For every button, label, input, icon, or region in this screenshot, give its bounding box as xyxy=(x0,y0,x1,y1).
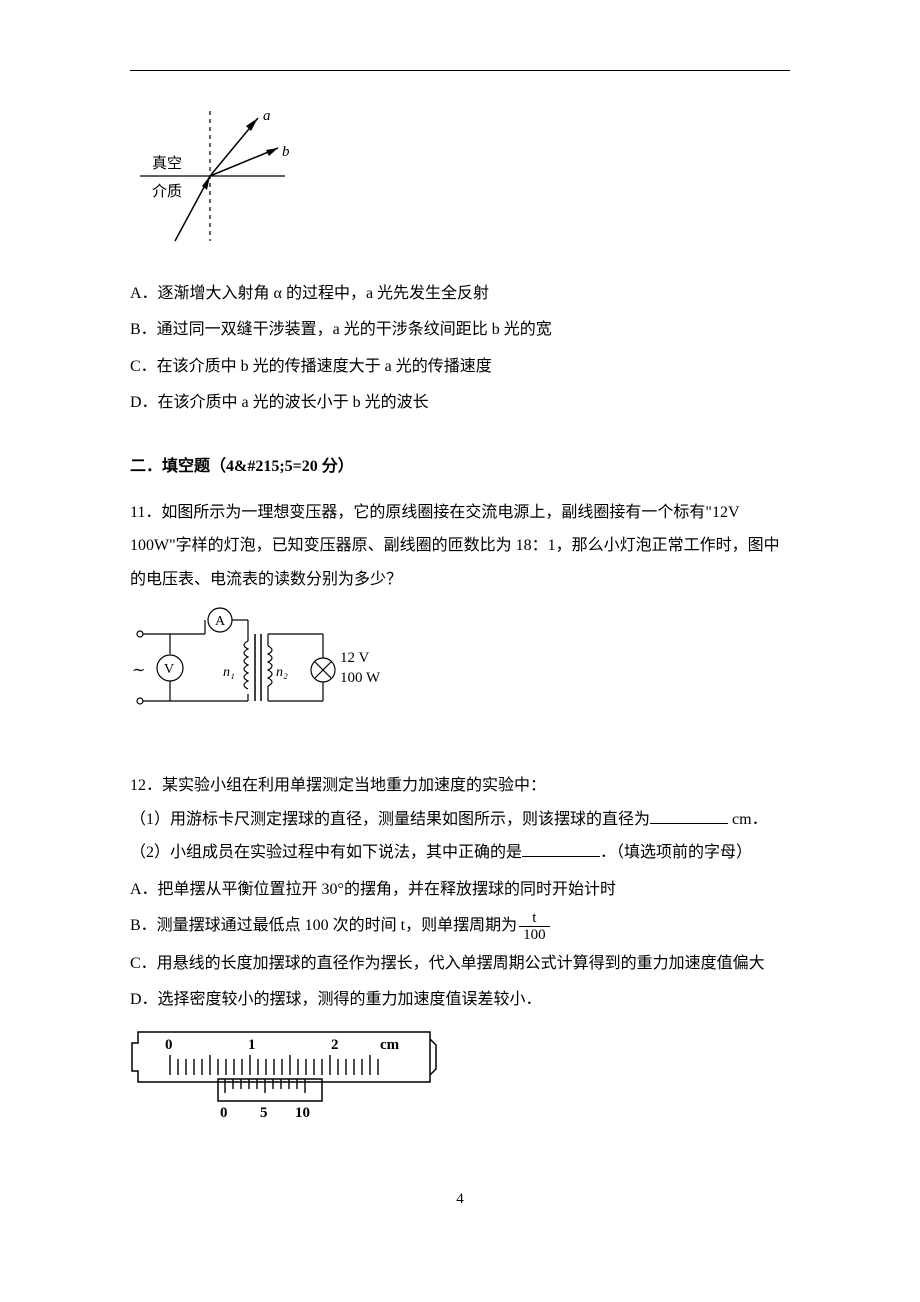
q12-part2-post: ．（填选项前的字母） xyxy=(600,844,752,861)
svg-text:n₂: n₂ xyxy=(276,665,288,680)
svg-text:∼: ∼ xyxy=(132,662,145,679)
svg-text:100 W: 100 W xyxy=(340,670,381,686)
section2-heading: 二．填空题（4&#215;5=20 分） xyxy=(130,450,790,484)
refraction-figure: a b 真空 介质 xyxy=(130,106,790,259)
page-number: 4 xyxy=(130,1184,790,1216)
q10-options: A．逐渐增大入射角 α 的过程中，a 光先发生全反射 B．通过同一双缝干涉装置，… xyxy=(130,277,790,420)
q11: 11．如图所示为一理想变压器，它的原线圈接在交流电源上，副线圈接有一个标有"12… xyxy=(130,496,790,739)
q12-blank1 xyxy=(650,806,728,824)
q12-option-a: A．把单摆从平衡位置拉开 30°的摆角，并在释放摆球的同时开始计时 xyxy=(130,873,790,907)
caliper-figure: 0 1 2 cm xyxy=(130,1027,790,1135)
svg-text:a: a xyxy=(263,108,271,124)
q12-part2-pre: （2）小组成员在实验过程中有如下说法，其中正确的是 xyxy=(130,844,522,861)
svg-text:5: 5 xyxy=(260,1105,268,1121)
q12-fraction: t100 xyxy=(519,910,550,944)
svg-text:介质: 介质 xyxy=(152,183,182,200)
svg-text:b: b xyxy=(282,144,290,160)
svg-text:cm: cm xyxy=(380,1037,400,1053)
q12-part1-pre: （1）用游标卡尺测定摆球的直径，测量结果如图所示，则该摆球的直径为 xyxy=(130,811,650,828)
q10-option-b: B．通过同一双缝干涉装置，a 光的干涉条纹间距比 b 光的宽 xyxy=(130,313,790,347)
q12-part1: （1）用游标卡尺测定摆球的直径，测量结果如图所示，则该摆球的直径为 cm． xyxy=(130,803,790,837)
svg-text:0: 0 xyxy=(165,1037,173,1053)
q12-part2: （2）小组成员在实验过程中有如下说法，其中正确的是 ．（填选项前的字母） xyxy=(130,836,790,870)
frac-den: 100 xyxy=(519,927,550,944)
q12-intro: 12．某实验小组在利用单摆测定当地重力加速度的实验中： xyxy=(130,769,790,803)
transformer-figure: ∼ A V n₁ n₂ xyxy=(130,606,790,739)
q10-option-d: D．在该介质中 a 光的波长小于 b 光的波长 xyxy=(130,386,790,420)
svg-text:10: 10 xyxy=(295,1105,310,1121)
svg-text:0: 0 xyxy=(220,1105,228,1121)
svg-text:2: 2 xyxy=(331,1037,339,1053)
q12-blank2 xyxy=(522,840,600,858)
q11-text: 11．如图所示为一理想变压器，它的原线圈接在交流电源上，副线圈接有一个标有"12… xyxy=(130,496,790,597)
svg-text:V: V xyxy=(164,662,174,677)
q12-option-b: B．测量摆球通过最低点 100 次的时间 t，则单摆周期为t100 xyxy=(130,909,790,943)
q10-option-c: C．在该介质中 b 光的传播速度大于 a 光的传播速度 xyxy=(130,350,790,384)
q10-option-a: A．逐渐增大入射角 α 的过程中，a 光先发生全反射 xyxy=(130,277,790,311)
svg-text:n₁: n₁ xyxy=(223,665,235,680)
page-separator xyxy=(130,70,790,71)
svg-text:1: 1 xyxy=(248,1037,256,1053)
q12-option-d: D．选择密度较小的摆球，测得的重力加速度值误差较小． xyxy=(130,983,790,1017)
q12-optB-pre: B．测量摆球通过最低点 100 次的时间 t，则单摆周期为 xyxy=(130,917,517,934)
q12-option-c: C．用悬线的长度加摆球的直径作为摆长，代入单摆周期公式计算得到的重力加速度值偏大 xyxy=(130,947,790,981)
svg-text:A: A xyxy=(215,614,226,629)
q12: 12．某实验小组在利用单摆测定当地重力加速度的实验中： （1）用游标卡尺测定摆球… xyxy=(130,769,790,1134)
q12-part1-unit: cm． xyxy=(732,811,768,828)
frac-num: t xyxy=(519,910,550,928)
svg-text:12 V: 12 V xyxy=(340,650,369,666)
svg-text:真空: 真空 xyxy=(152,154,182,172)
